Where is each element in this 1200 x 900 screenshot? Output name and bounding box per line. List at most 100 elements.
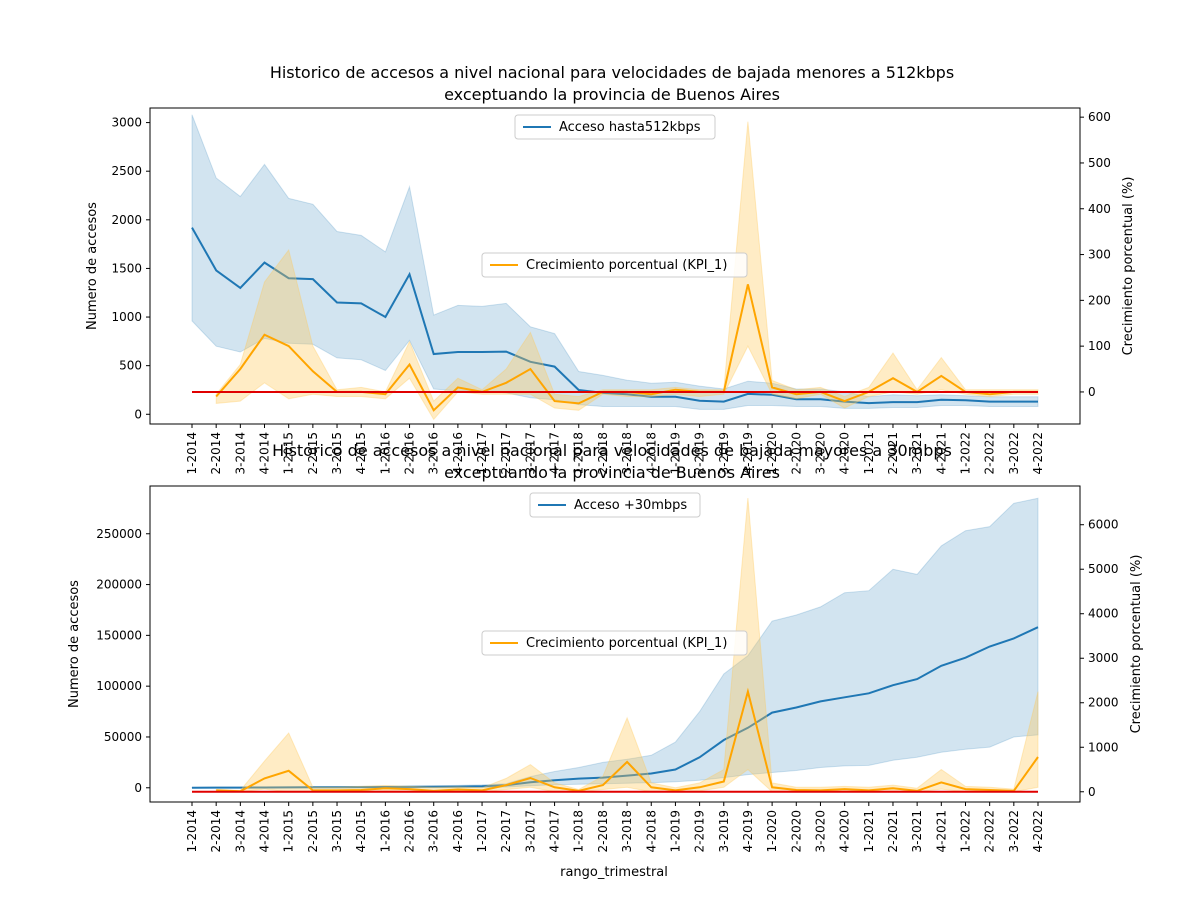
x-tick-label: 4-2020 [838, 432, 852, 475]
x-tick-label: 2-2022 [983, 810, 997, 853]
y-tick-label: 50000 [104, 730, 142, 744]
y2-tick-label: 2000 [1088, 696, 1119, 710]
x-tick-label: 4-2018 [644, 432, 658, 475]
x-tick-label: 2-2015 [306, 810, 320, 853]
x-tick-label: 4-2017 [548, 432, 562, 475]
x-tick-label: 4-2016 [451, 810, 465, 853]
y2-tick-label: 600 [1088, 110, 1111, 124]
y-tick-label: 0 [134, 781, 142, 795]
x-tick-label: 2-2022 [983, 432, 997, 475]
x-tick-label: 1-2015 [282, 810, 296, 853]
x-tick-label: 3-2019 [717, 810, 731, 853]
x-tick-label: 2-2017 [499, 810, 513, 853]
growth-confidence-band [215, 121, 1039, 421]
y-tick-label: 1000 [111, 310, 142, 324]
y2-tick-label: 0 [1088, 385, 1096, 399]
x-tick-label: 2-2018 [596, 810, 610, 853]
x-tick-label: 3-2022 [1007, 810, 1021, 853]
y2-tick-label: 200 [1088, 293, 1111, 307]
x-tick-label: 3-2015 [330, 810, 344, 853]
y2-tick-label: 100 [1088, 339, 1111, 353]
legend-box [481, 630, 748, 656]
legend-access: Acceso hasta512kbps [514, 114, 716, 140]
legend-box [481, 252, 748, 278]
x-tick-label: 1-2014 [185, 432, 199, 475]
y-tick-label: 100000 [96, 679, 142, 693]
x-tick-label: 3-2019 [717, 432, 731, 475]
x-tick-label: 2-2019 [693, 810, 707, 853]
plot-frame [149, 107, 1081, 425]
legend-label: Acceso hasta512kbps [559, 120, 701, 135]
legend-growth: Crecimiento porcentual (KPI_1) [481, 630, 748, 656]
x-tick-label: 3-2020 [813, 810, 827, 853]
x-tick-label: 2-2020 [789, 432, 803, 475]
legend-access: Acceso +30mbps [529, 492, 701, 518]
y2-tick-label: 4000 [1088, 607, 1119, 621]
x-tick-label: 1-2022 [958, 432, 972, 475]
x-tick-label: 1-2017 [475, 432, 489, 475]
access-confidence-band [191, 114, 1039, 410]
x-tick-label: 4-2020 [838, 810, 852, 853]
x-tick-label: 2-2017 [499, 432, 513, 475]
legend-label: Crecimiento porcentual (KPI_1) [526, 636, 727, 651]
x-tick-label: 1-2021 [862, 810, 876, 853]
x-tick-label: 3-2016 [427, 432, 441, 475]
x-tick-label: 1-2020 [765, 810, 779, 853]
y-axis-label: Numero de accesos [67, 580, 82, 708]
x-tick-label: 2-2016 [403, 432, 417, 475]
y2-tick-label: 6000 [1088, 518, 1119, 532]
y-tick-label: 200000 [96, 578, 142, 592]
x-tick-label: 1-2016 [378, 810, 392, 853]
x-tick-label: 4-2014 [258, 810, 272, 853]
chart-title-line-2: exceptuando la provincia de Buenos Aires [444, 85, 780, 104]
x-tick-label: 4-2022 [1031, 810, 1045, 853]
x-tick-label: 4-2021 [934, 810, 948, 853]
x-tick-label: 3-2014 [233, 810, 247, 853]
x-tick-label: 3-2015 [330, 432, 344, 475]
plot-frame [149, 485, 1081, 803]
plot-area: 0 50000 100000 150000 200000 250000 0 1000 2000 3… [96, 485, 1119, 853]
chart-high-speed: Historico de accesos a nivel nacional pa… [67, 441, 1144, 880]
x-tick-label: 1-2018 [572, 432, 586, 475]
chart-title-line-2: exceptuando la provincia de Buenos Aires [444, 463, 780, 482]
y2-tick-label: 500 [1088, 156, 1111, 170]
legend-growth: Crecimiento porcentual (KPI_1) [481, 252, 748, 278]
legend-box [529, 492, 701, 518]
x-tick-label: 1-2021 [862, 432, 876, 475]
legend-box [514, 114, 716, 140]
legend-label: Acceso +30mbps [574, 498, 687, 513]
y-tick-label: 250000 [96, 527, 142, 541]
y2-tick-label: 5000 [1088, 562, 1119, 576]
x-tick-label: 4-2017 [548, 810, 562, 853]
chart-low-speed: Historico de accesos a nivel nacional pa… [85, 63, 1136, 475]
x-tick-label: 3-2016 [427, 810, 441, 853]
x-tick-label: 3-2020 [813, 432, 827, 475]
x-tick-label: 3-2021 [910, 810, 924, 853]
growth-series-line [216, 687, 1039, 793]
x-tick-label: 3-2021 [910, 432, 924, 475]
y2-tick-label: 1000 [1088, 740, 1119, 754]
x-tick-label: 2-2014 [209, 810, 223, 853]
x-tick-label: 4-2019 [741, 810, 755, 853]
y2-tick-label: 300 [1088, 248, 1111, 262]
x-tick-label: 1-2019 [668, 432, 682, 475]
x-tick-label: 1-2020 [765, 432, 779, 475]
x-tick-label: 3-2014 [233, 432, 247, 475]
y-tick-label: 2000 [111, 213, 142, 227]
x-tick-label: 1-2018 [572, 810, 586, 853]
y2-axis-label: Crecimiento porcentual (%) [1121, 177, 1136, 356]
x-tick-label: 1-2015 [282, 432, 296, 475]
chart-title-line-1: Historico de accesos a nivel nacional pa… [272, 441, 952, 460]
x-tick-label: 2-2016 [403, 810, 417, 853]
x-tick-label: 4-2014 [258, 432, 272, 475]
x-tick-label: 4-2019 [741, 432, 755, 475]
x-tick-label: 4-2022 [1031, 432, 1045, 475]
y-tick-label: 150000 [96, 628, 142, 642]
x-tick-label: 4-2021 [934, 432, 948, 475]
y-axis-label: Numero de accesos [85, 202, 100, 330]
x-tick-label: 4-2015 [354, 432, 368, 475]
x-tick-label: 3-2022 [1007, 432, 1021, 475]
x-axis-label: rango_trimestral [560, 865, 668, 880]
x-tick-label: 4-2016 [451, 432, 465, 475]
